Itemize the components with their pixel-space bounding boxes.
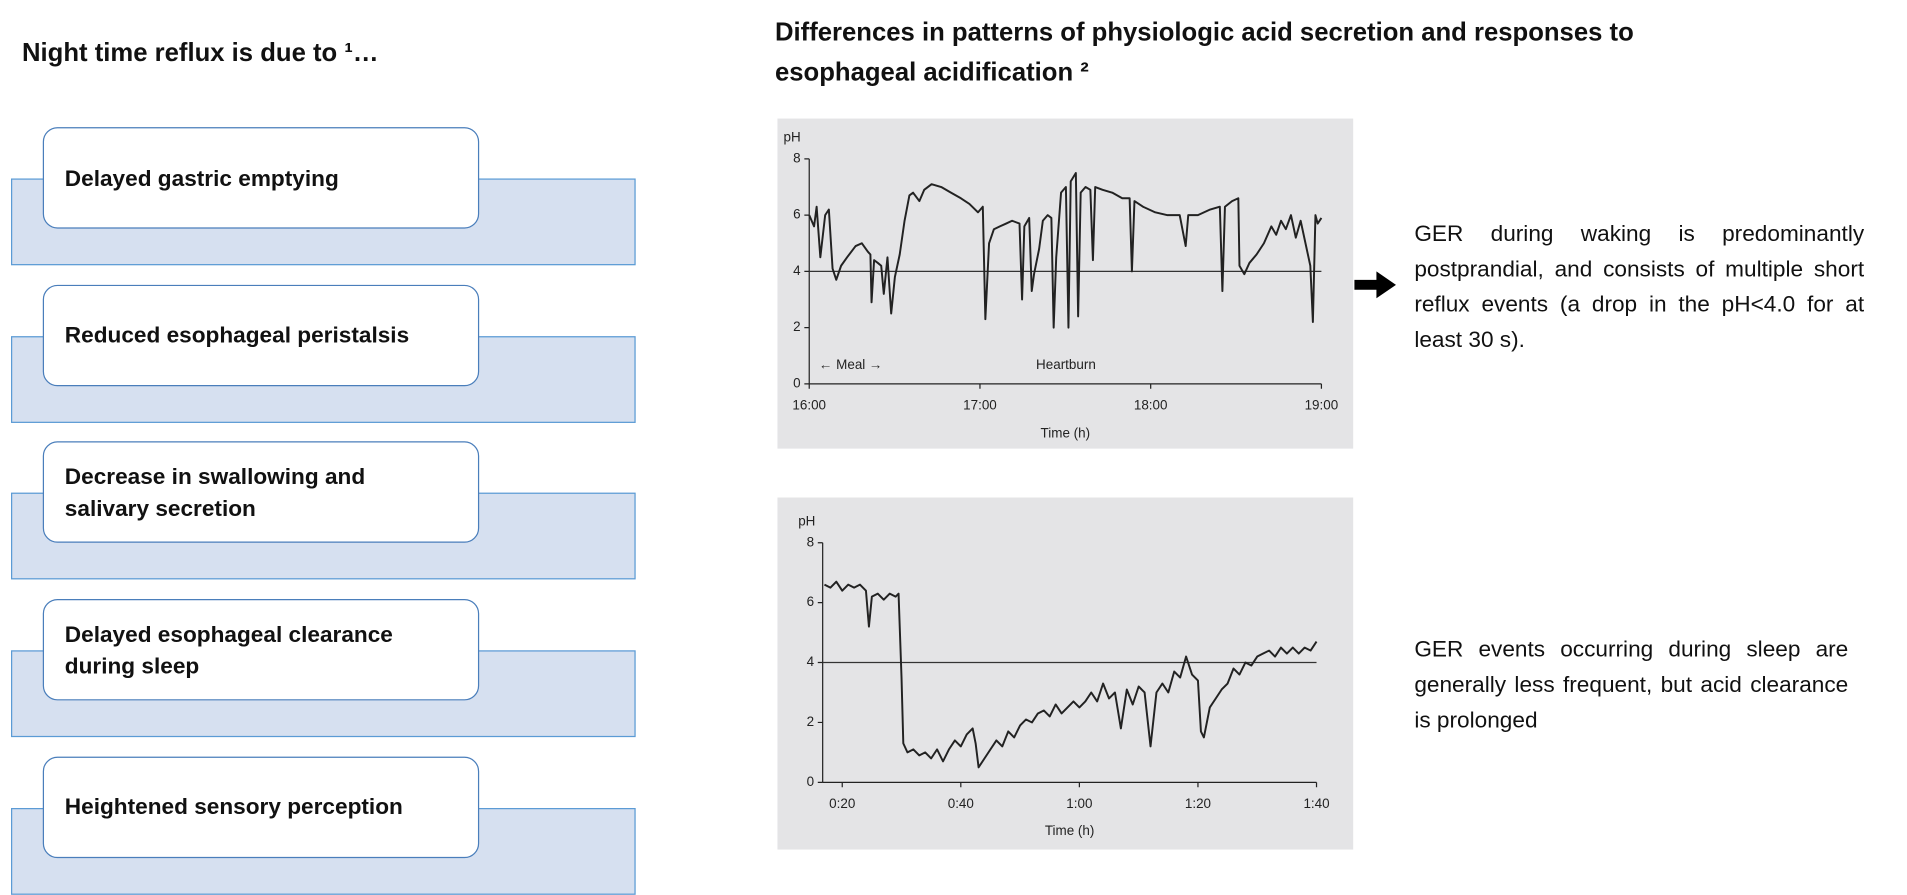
x-tick-label: 1:40 <box>1303 796 1329 811</box>
arrow <box>1354 271 1396 299</box>
y-tick-label: 6 <box>793 207 800 222</box>
cause-box: Delayed gastric emptying <box>42 127 480 229</box>
ph-trace <box>808 171 1323 329</box>
y-tick-label: 8 <box>793 150 800 165</box>
x-tick-label: 19:00 <box>1305 397 1339 412</box>
chart-panel: 0 2 4 6 8 0:20 0:40 1:00 1:20 1:40 pH Time (h) <box>777 497 1354 850</box>
right-title: Differences in patterns of physiologic a… <box>775 18 1634 87</box>
cause-text: Reduced esophageal peristalsis <box>64 321 410 348</box>
chart-panel: 0 2 4 6 8 16:00 17:00 18:00 19:00 pH Time (h) ← Mea… <box>777 118 1354 449</box>
y-tick-label: 2 <box>807 714 814 729</box>
y-tick-label: 2 <box>793 319 800 334</box>
x-tick-label: 1:20 <box>1185 796 1211 811</box>
y-tick-label: 8 <box>807 534 814 549</box>
note: GER during waking is predominantly postp… <box>1414 220 1865 353</box>
cause-text: Delayed esophageal clearance during slee… <box>64 620 393 678</box>
note: GER events occurring during sleep are ge… <box>1414 635 1849 733</box>
chart: 0 2 4 6 8 0:20 0:40 1:00 1:20 1:40 pH Time (h) <box>798 514 1329 838</box>
x-tick-label: 0:20 <box>829 796 855 811</box>
x-axis-label: Time (h) <box>1045 823 1095 838</box>
y-tick-label: 0 <box>807 774 814 789</box>
y-tick-label: 4 <box>807 654 815 669</box>
annotation: ← Meal → <box>819 357 882 372</box>
y-tick-label: 6 <box>807 594 814 609</box>
left-title: Night time reflux is due to ¹… <box>22 39 379 68</box>
cause-box: Decrease in swallowing and salivary secr… <box>42 441 480 544</box>
cause-text: Decrease in swallowing and salivary secr… <box>64 463 366 521</box>
cause-box: Delayed esophageal clearance during slee… <box>42 599 480 701</box>
x-axis-label: Time (h) <box>1041 425 1091 440</box>
cause-text: Heightened sensory perception <box>64 793 403 820</box>
annotation: Heartburn <box>1036 357 1096 372</box>
chart: 0 2 4 6 8 16:00 17:00 18:00 19:00 pH Time (h) ← Mea… <box>784 130 1339 441</box>
x-tick-label: 1:00 <box>1066 796 1092 811</box>
y-axis-label: pH <box>798 514 815 529</box>
cause-box: Reduced esophageal peristalsis <box>42 284 480 386</box>
x-tick-label: 18:00 <box>1134 397 1168 412</box>
cause-box: Heightened sensory perception <box>42 756 480 858</box>
y-axis-label: pH <box>784 130 801 145</box>
x-tick-label: 16:00 <box>792 397 826 412</box>
ph-trace <box>824 580 1318 769</box>
x-tick-label: 0:40 <box>948 796 974 811</box>
cause-text: Delayed gastric emptying <box>64 164 339 191</box>
y-tick-label: 0 <box>793 375 800 390</box>
x-tick-label: 17:00 <box>963 397 997 412</box>
y-tick-label: 4 <box>793 263 801 278</box>
